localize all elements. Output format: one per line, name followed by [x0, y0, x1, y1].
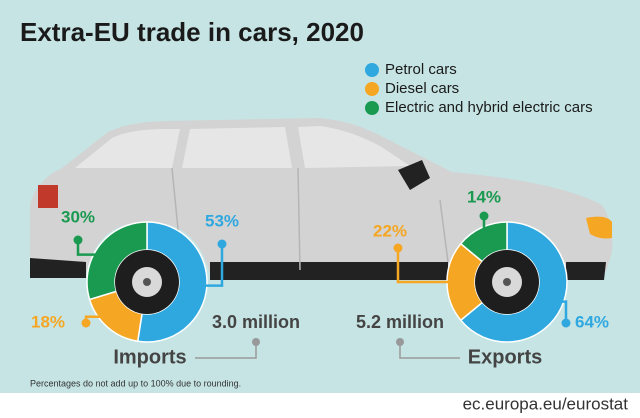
connector-dot	[252, 338, 260, 346]
annotation: 5.2 million	[356, 312, 444, 332]
annotation: 3.0 million	[212, 312, 300, 332]
legend: Petrol cars Diesel cars Electric and hybri…	[365, 61, 593, 116]
legend-label: Petrol cars	[385, 61, 457, 78]
legend-swatch	[365, 63, 379, 77]
donut-slice	[459, 221, 568, 343]
label-dot	[479, 211, 489, 221]
legend-label: Diesel cars	[385, 80, 459, 97]
window	[298, 126, 410, 168]
label-dot	[73, 235, 83, 245]
value-label: 30%	[61, 207, 95, 226]
value-label: 53%	[205, 211, 239, 230]
car-skirt	[30, 258, 606, 280]
legend-swatch	[365, 101, 379, 115]
source: ec.europa.eu/eurostat	[463, 394, 629, 413]
value-label: 14%	[467, 187, 501, 206]
legend-label: Electric and hybrid electric cars	[385, 99, 593, 116]
legend-swatch	[365, 82, 379, 96]
footer-bar	[0, 393, 640, 418]
footnote: Percentages do not add up to 100% due to…	[30, 378, 241, 388]
label-dot	[81, 318, 91, 328]
tail-light	[38, 185, 58, 208]
mirror	[398, 160, 430, 190]
head-light	[586, 216, 612, 239]
label-leader	[192, 244, 224, 287]
label-dot	[561, 318, 571, 328]
title: Extra-EU trade in cars, 2020	[20, 17, 364, 47]
car	[30, 118, 613, 280]
label-dot	[217, 239, 227, 249]
chart-title: Exports	[468, 346, 542, 368]
label-dot	[393, 243, 403, 253]
chart-title: Imports	[113, 346, 186, 368]
connector-dot	[396, 338, 404, 346]
hub-center	[503, 278, 511, 286]
window	[182, 127, 292, 168]
label-leader	[482, 216, 488, 242]
label-leader	[396, 248, 461, 284]
hub-center	[143, 278, 151, 286]
window	[75, 129, 180, 168]
value-label: 18%	[31, 312, 65, 331]
car-body	[30, 118, 613, 275]
value-label: 22%	[373, 221, 407, 240]
label-leader	[548, 300, 568, 323]
value-label: 64%	[575, 312, 609, 331]
label-leader	[76, 240, 111, 256]
